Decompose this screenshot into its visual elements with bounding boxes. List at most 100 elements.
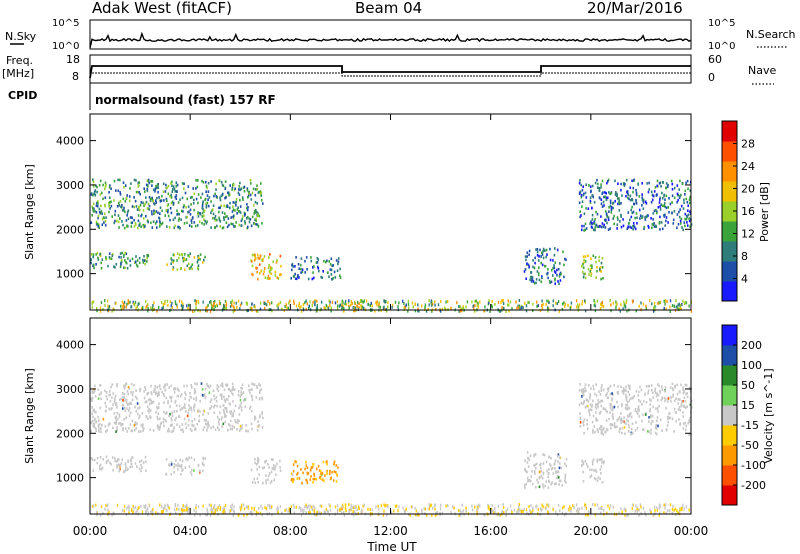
range-gate-cell [245,301,248,305]
range-gate-cell [119,191,121,194]
range-gate-cell [610,427,612,430]
range-gate-cell [127,257,129,260]
range-gate-cell [665,216,668,219]
range-gate-cell [627,513,629,517]
range-gate-cell [629,225,631,229]
range-gate-cell [145,400,148,404]
range-gate-cell [238,429,241,432]
range-gate-cell [547,271,549,275]
range-gate-cell [239,307,241,311]
range-gate-cell [541,476,544,480]
range-gate-cell [116,205,119,208]
range-gate-cell [687,213,690,217]
range-gate-cell [679,208,681,211]
range-gate-cell [222,226,225,229]
range-gate-cell [151,212,153,216]
range-gate-cell [191,263,194,266]
range-gate-cell [441,307,444,311]
range-gate-cell [276,304,278,308]
range-gate-cell [231,427,234,431]
range-gate-cell [121,220,123,223]
range-gate-cell [417,303,419,307]
range-gate-cell [128,199,131,203]
range-gate-cell [556,248,559,252]
range-gate-cell [218,179,220,182]
range-gate-cell [173,226,175,230]
range-gate-cell [331,470,333,474]
range-gate-cell [375,301,377,305]
range-gate-cell [162,303,165,306]
range-gate-cell [259,384,261,387]
range-gate-cell [220,418,223,421]
range-gate-cell [248,407,251,410]
range-gate-cell [234,404,237,408]
range-gate-cell [319,504,321,508]
range-gate-cell [589,185,592,188]
range-gate-cell [95,220,98,224]
range-gate-cell [590,225,593,229]
range-gate-cell [184,403,186,406]
range-gate-cell [224,511,226,515]
range-gate-cell [116,406,118,409]
range-gate-cell [118,458,120,461]
range-gate-cell [131,216,133,220]
range-gate-cell [290,277,292,280]
range-gate-cell [182,430,185,434]
range-gate-cell [304,301,306,305]
range-gate-cell [656,416,659,419]
range-gate-cell [212,306,214,310]
range-gate-cell [584,260,587,263]
range-gate-cell [173,391,176,394]
range-gate-cell [222,507,224,511]
range-gate-cell [655,224,657,228]
range-gate-cell [223,306,225,310]
range-gate-cell [188,408,190,412]
range-gate-cell [127,426,130,430]
range-gate-cell [642,413,644,416]
range-gate-cell [152,199,155,203]
range-gate-cell [123,185,125,189]
range-gate-cell [164,214,166,217]
range-gate-cell [505,310,507,313]
range-gate-cell [125,219,128,222]
range-gate-cell [384,504,386,508]
range-gate-cell [316,305,318,309]
range-gate-cell [620,421,622,424]
range-gate-cell [408,306,410,310]
range-gate-cell [618,201,620,205]
range-gate-cell [577,306,580,310]
range-gate-cell [203,214,205,218]
range-gate-cell [600,198,603,201]
range-gate-cell [122,428,124,432]
range-gate-cell [417,511,419,515]
range-gate-cell [680,193,682,197]
range-gate-cell [159,503,161,507]
range-gate-cell [641,403,643,406]
range-gate-cell [345,509,347,513]
range-gate-cell [620,215,622,218]
range-gate-cell [145,504,147,508]
range-gate-cell [223,509,225,512]
range-gate-cell [549,463,551,466]
range-gate-cell [125,398,127,402]
range-gate-cell [291,264,293,267]
range-gate-cell [491,509,493,513]
range-gate-cell [526,262,528,265]
range-gate-cell [641,198,644,202]
range-gate-cell [146,260,148,263]
range-gate-cell [269,481,272,485]
range-gate-cell [383,503,385,507]
range-gate-cell [134,303,136,307]
range-gate-cell [191,217,194,220]
range-gate-cell [107,309,110,313]
range-gate-cell [144,190,146,193]
range-gate-cell [590,474,593,477]
range-gate-cell [555,470,557,473]
range-gate-cell [104,212,106,216]
range-gate-cell [232,217,235,220]
range-gate-cell [232,393,234,396]
range-gate-cell [403,302,405,305]
range-gate-cell [137,219,140,223]
range-gate-cell [140,201,143,204]
